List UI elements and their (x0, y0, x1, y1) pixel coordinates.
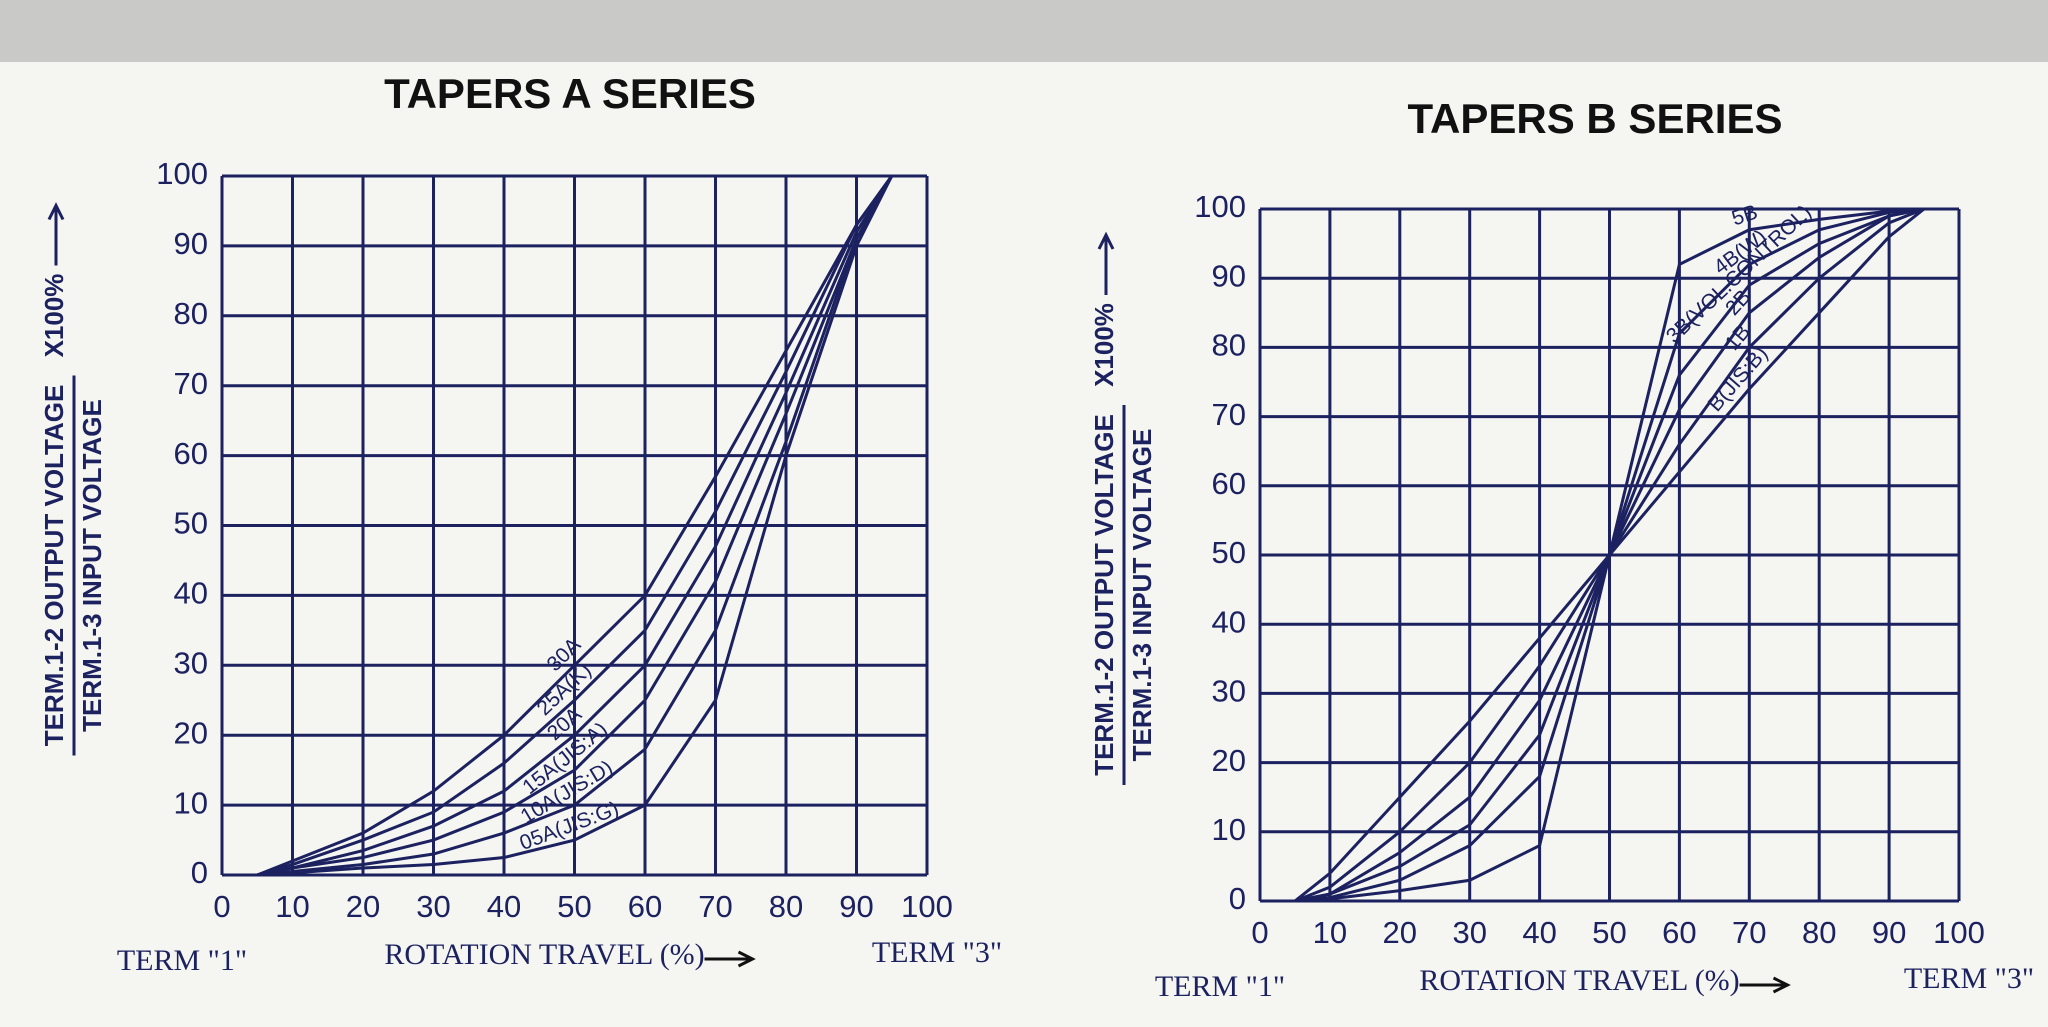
series-line (256, 175, 894, 877)
y-tick-label: 100 (1194, 189, 1246, 224)
y-tick-label: 10 (174, 785, 208, 820)
x-tick-label: 90 (839, 889, 873, 924)
y-tick-label: 80 (174, 296, 208, 331)
x-right-label: TERM "3" (1904, 962, 2034, 995)
series-line (257, 175, 894, 877)
x-right-label: TERM "3" (872, 936, 1002, 969)
chart-title: TAPERS B SERIES (1408, 95, 1783, 142)
top-bezel (0, 0, 2048, 62)
x-tick-label: 50 (557, 889, 591, 924)
x-tick-label: 100 (1933, 915, 1985, 950)
x-axis-label: ROTATION TRAVEL (%) (1419, 964, 1739, 997)
series-line (1294, 207, 1925, 903)
y-axis-label: TERM.1-2 OUTPUT VOLTAGE TERM.1-3 INPUT VO… (1089, 231, 1157, 785)
x-tick-label: 40 (487, 889, 521, 924)
y-label-top: TERM.1-2 OUTPUT VOLTAGE (39, 385, 69, 747)
series-line (256, 175, 893, 877)
y-tick-label: 80 (1212, 328, 1246, 363)
series-line (256, 175, 894, 877)
y-tick-label: 30 (174, 645, 208, 680)
y-tick-label: 70 (1212, 397, 1246, 432)
series-line (257, 175, 894, 877)
x-tick-label: 60 (628, 889, 662, 924)
x-tick-label: 20 (346, 889, 380, 924)
x-tick-label: 30 (1452, 915, 1486, 950)
y-label-top: TERM.1-2 OUTPUT VOLTAGE (1089, 414, 1119, 776)
x-tick-label: 80 (769, 889, 803, 924)
y-tick-label: 100 (156, 156, 208, 191)
x-left-label: TERM "1" (1155, 970, 1285, 1003)
y-tick-label: 40 (174, 576, 208, 611)
chart-title: TAPERS A SERIES (384, 70, 756, 117)
x-tick-label: 60 (1662, 915, 1696, 950)
x-arrow (1739, 976, 1791, 994)
x-tick-label: 10 (275, 889, 309, 924)
y-tick-label: 30 (1212, 674, 1246, 709)
y-tick-label: 40 (1212, 604, 1246, 639)
y-arrow (1097, 231, 1115, 295)
x-tick-label: 80 (1802, 915, 1836, 950)
y-tick-label: 20 (174, 715, 208, 750)
y-unit: X100% (39, 274, 69, 358)
y-arrow (47, 202, 65, 266)
y-label-bottom: TERM.1-3 INPUT VOLTAGE (77, 399, 107, 732)
y-tick-label: 0 (191, 855, 208, 890)
y-tick-label: 60 (1212, 466, 1246, 501)
x-tick-label: 90 (1872, 915, 1906, 950)
y-tick-label: 50 (1212, 535, 1246, 570)
y-tick-label: 60 (174, 436, 208, 471)
x-left-label: TERM "1" (117, 944, 247, 977)
y-tick-label: 0 (1229, 881, 1246, 916)
y-tick-label: 90 (1212, 258, 1246, 293)
x-tick-label: 40 (1522, 915, 1556, 950)
x-tick-label: 10 (1313, 915, 1347, 950)
y-tick-label: 50 (174, 506, 208, 541)
x-tick-label: 0 (213, 889, 230, 924)
series-line (256, 175, 893, 877)
y-tick-label: 90 (174, 226, 208, 261)
x-arrow (704, 950, 756, 968)
y-axis-label: TERM.1-2 OUTPUT VOLTAGE TERM.1-3 INPUT VO… (39, 202, 107, 756)
x-tick-label: 70 (1732, 915, 1766, 950)
x-tick-label: 0 (1251, 915, 1268, 950)
x-axis-label: ROTATION TRAVEL (%) (384, 938, 704, 971)
x-tick-label: 100 (901, 889, 953, 924)
x-tick-label: 20 (1383, 915, 1417, 950)
x-tick-label: 70 (698, 889, 732, 924)
y-tick-label: 10 (1212, 812, 1246, 847)
y-tick-label: 20 (1212, 743, 1246, 778)
y-label-bottom: TERM.1-3 INPUT VOLTAGE (1127, 429, 1157, 762)
x-tick-label: 30 (416, 889, 450, 924)
y-tick-label: 70 (174, 366, 208, 401)
x-tick-label: 50 (1592, 915, 1626, 950)
y-unit: X100% (1089, 303, 1119, 387)
